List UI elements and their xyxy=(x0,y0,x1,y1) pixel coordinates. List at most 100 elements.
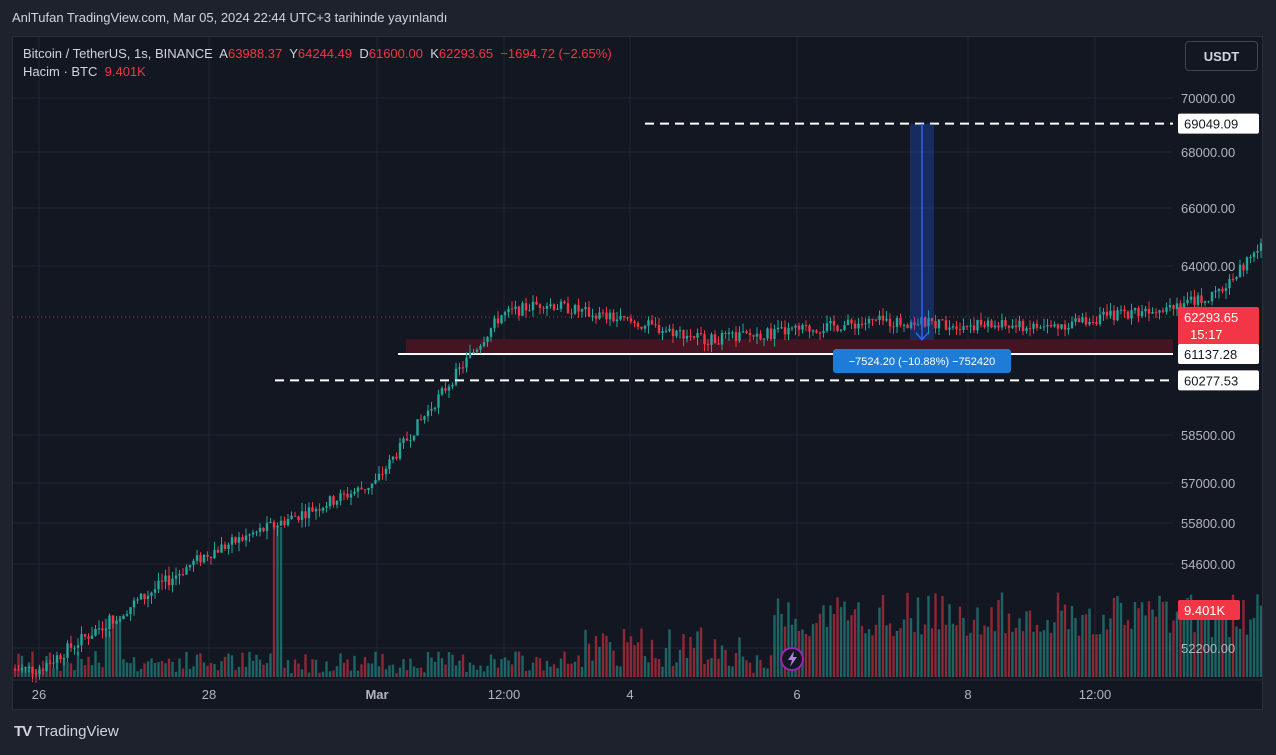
candle-body xyxy=(321,507,325,511)
volume-bar xyxy=(972,619,976,677)
volume-bar xyxy=(419,667,423,677)
candle-body xyxy=(699,333,703,335)
chart-panel[interactable]: −7524.20 (−10.88%) −752420 70000.00 68000… xyxy=(12,36,1263,710)
volume-bar xyxy=(496,667,500,677)
volume-bar xyxy=(1151,609,1154,677)
current-price: 62293.65 xyxy=(1184,310,1238,325)
volume-bar xyxy=(1193,632,1196,677)
candle-body xyxy=(724,332,727,335)
candle-body xyxy=(1091,321,1095,323)
volume-bar xyxy=(220,661,223,677)
volume-bar xyxy=(461,654,465,677)
candle-body xyxy=(276,525,279,528)
candle-body xyxy=(528,310,531,312)
y-tick-label: 70000.00 xyxy=(1181,91,1235,106)
volume-bar xyxy=(692,647,696,677)
volume-bar xyxy=(87,656,90,677)
volume-bar xyxy=(881,594,885,677)
x-tick-label: 28 xyxy=(202,687,216,702)
volume-bar xyxy=(748,662,752,677)
candle-body xyxy=(150,592,153,596)
volume-bar xyxy=(1182,616,1186,677)
volume-bar xyxy=(699,627,703,677)
volume-bar xyxy=(1112,597,1116,677)
volume-bar xyxy=(416,668,419,677)
candle-body xyxy=(1014,325,1018,328)
y-tick-label: 57000.00 xyxy=(1181,476,1235,491)
volume-bar xyxy=(927,595,930,677)
change-value: −1694.72 (−2.65%) xyxy=(500,46,612,61)
volume-bar xyxy=(454,665,458,677)
volume-bar xyxy=(97,662,101,677)
candle-body xyxy=(1021,320,1025,331)
volume-bar xyxy=(370,663,374,677)
volume-bar xyxy=(1235,626,1238,677)
volume-bar xyxy=(1158,595,1161,677)
candle-body xyxy=(605,312,608,320)
volume-bar xyxy=(433,661,437,677)
volume-bar xyxy=(864,633,867,677)
candle-body xyxy=(934,320,937,329)
high-value: 64244.49 xyxy=(297,46,353,61)
volume-bar xyxy=(1028,610,1032,677)
volume-bar xyxy=(619,666,622,677)
low-level-price: 60277.53 xyxy=(1184,373,1238,388)
candle-body xyxy=(790,327,794,329)
candle-body xyxy=(181,574,185,576)
candle-body xyxy=(563,301,566,304)
currency-button[interactable]: USDT xyxy=(1185,41,1258,71)
volume-bar xyxy=(83,665,87,677)
candle-body xyxy=(1028,328,1032,330)
candle-body xyxy=(584,307,587,310)
candle-body xyxy=(1126,311,1130,319)
volume-bar xyxy=(857,602,860,677)
volume-value: 9.401K xyxy=(104,64,146,79)
volume-bar xyxy=(335,666,339,677)
candle-body xyxy=(454,368,458,385)
candle-body xyxy=(237,537,241,543)
candle-body xyxy=(328,496,332,507)
volume-bar xyxy=(601,633,605,677)
volume-tag: 9.401K xyxy=(1184,603,1226,618)
candle-body xyxy=(300,511,304,520)
candle-body xyxy=(125,614,129,616)
volume-bar xyxy=(244,666,248,677)
candle-body xyxy=(45,663,48,671)
volume-bar xyxy=(608,642,612,677)
candle-body xyxy=(1238,264,1242,278)
candle-body xyxy=(465,357,468,368)
volume-bar xyxy=(430,657,433,677)
volume-bar xyxy=(423,672,426,677)
zone-rect xyxy=(406,339,1173,354)
candle-body xyxy=(874,319,878,321)
volume-bar xyxy=(479,665,482,677)
candle-body xyxy=(818,332,822,334)
candle-body xyxy=(367,487,370,490)
volume-bar xyxy=(605,635,608,677)
volume-bar xyxy=(1000,592,1004,677)
candle-body xyxy=(885,318,888,321)
volume-bar xyxy=(552,664,556,677)
candle-body xyxy=(706,343,710,345)
candle-body xyxy=(164,575,167,582)
measure-label-box xyxy=(833,349,1011,373)
volume-bar xyxy=(650,639,654,677)
volume-bar xyxy=(374,651,377,677)
volume-bar xyxy=(164,663,167,677)
volume-bar xyxy=(143,663,146,677)
candle-body xyxy=(1109,310,1112,316)
candle-body xyxy=(545,305,549,309)
candle-body xyxy=(727,332,731,335)
volume-bar xyxy=(1161,601,1165,677)
candle-body xyxy=(927,318,930,327)
volume-bar xyxy=(899,628,902,677)
candle-body xyxy=(223,544,227,549)
volume-bar xyxy=(342,662,346,677)
y-tick-label: 55800.00 xyxy=(1181,516,1235,531)
volume-bar xyxy=(402,659,405,677)
candle-body xyxy=(486,336,489,343)
lightning-glyph xyxy=(788,651,797,667)
volume-bar xyxy=(482,671,486,677)
chart-canvas[interactable]: −7524.20 (−10.88%) −752420 70000.00 68000… xyxy=(13,37,1262,709)
candle-body xyxy=(426,410,430,417)
